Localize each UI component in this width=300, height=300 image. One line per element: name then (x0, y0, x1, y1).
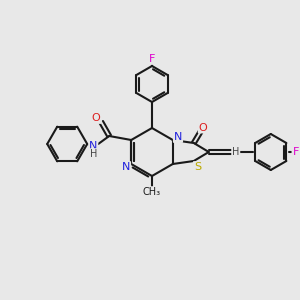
Text: F: F (292, 147, 299, 157)
Text: F: F (149, 54, 155, 64)
Text: H: H (232, 147, 239, 157)
Text: H: H (89, 149, 97, 159)
Text: O: O (92, 113, 100, 123)
Text: N: N (174, 132, 182, 142)
Text: S: S (194, 162, 201, 172)
Text: O: O (199, 123, 207, 133)
Text: N: N (122, 162, 130, 172)
Text: CH₃: CH₃ (143, 187, 161, 197)
Text: N: N (89, 141, 98, 151)
Text: S: S (194, 163, 202, 173)
